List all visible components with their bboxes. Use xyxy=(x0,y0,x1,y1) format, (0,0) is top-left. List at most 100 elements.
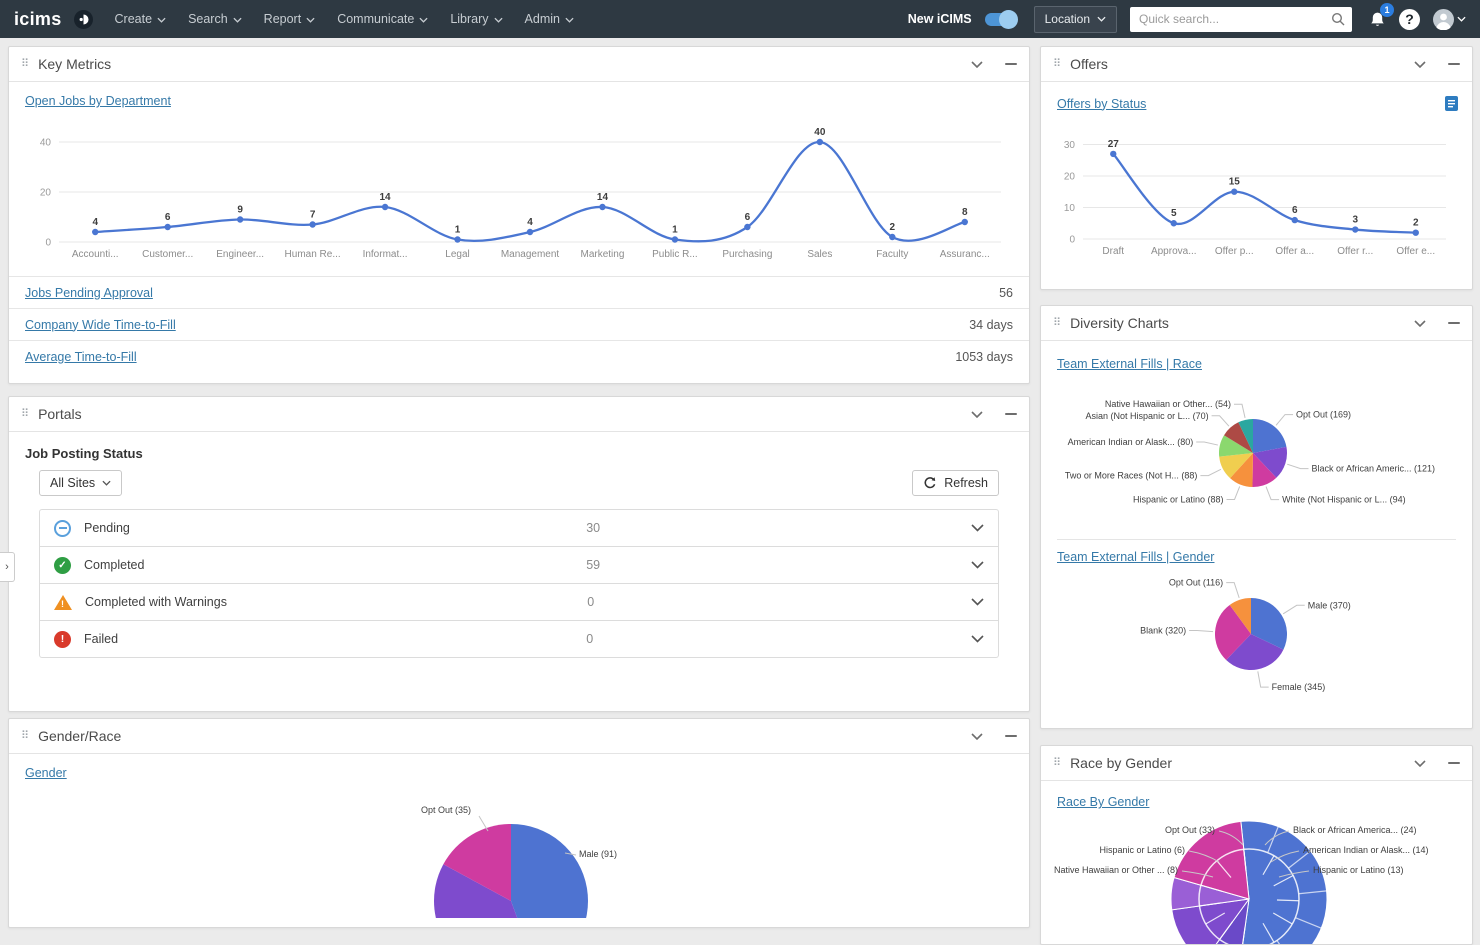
nav-menu-label: Library xyxy=(450,12,488,26)
y-tick-label: 30 xyxy=(1064,140,1076,151)
site-filter-dropdown[interactable]: All Sites xyxy=(39,470,122,496)
chevron-down-icon xyxy=(233,17,242,23)
location-dropdown[interactable]: Location xyxy=(1034,6,1117,33)
minimize-icon[interactable] xyxy=(1005,735,1017,738)
x-tick-label: Accounti... xyxy=(72,249,119,260)
drag-handle-icon[interactable] xyxy=(1053,318,1061,329)
collapse-chevron-icon[interactable] xyxy=(1414,61,1426,68)
y-tick-label: 0 xyxy=(1069,235,1075,246)
pie-leader-line xyxy=(1234,404,1245,418)
sunburst-segment xyxy=(1238,821,1327,945)
drag-handle-icon[interactable] xyxy=(21,59,29,70)
data-point xyxy=(1292,217,1298,223)
y-tick-label: 0 xyxy=(45,238,51,249)
jobs-pending-approval-link[interactable]: Jobs Pending Approval xyxy=(25,286,153,300)
pending-icon xyxy=(54,520,71,537)
average-time-to-fill-link[interactable]: Average Time-to-Fill xyxy=(25,350,137,364)
data-point xyxy=(1110,151,1116,157)
x-tick-label: Legal xyxy=(445,249,469,260)
sidebar-expand-button[interactable]: › xyxy=(0,552,15,582)
export-report-icon[interactable] xyxy=(1445,96,1458,111)
team-external-fills-gender-link[interactable]: Team External Fills | Gender xyxy=(1057,550,1214,564)
x-tick-label: Engineer... xyxy=(216,249,264,260)
drag-handle-icon[interactable] xyxy=(21,409,29,420)
data-point xyxy=(889,234,895,240)
race-pie-chart: Opt Out (169)Black or African Americ... … xyxy=(1041,375,1472,533)
status-label: Completed xyxy=(84,558,586,572)
refresh-button[interactable]: Refresh xyxy=(912,470,999,496)
search-icon[interactable] xyxy=(1331,12,1345,26)
nav-menu-report[interactable]: Report xyxy=(264,12,316,26)
nav-menu-create[interactable]: Create xyxy=(115,12,167,26)
panel-title: Portals xyxy=(38,406,82,422)
nav-menu-label: Admin xyxy=(525,12,560,26)
collapse-chevron-icon[interactable] xyxy=(971,733,983,740)
chevron-down-icon xyxy=(157,17,166,23)
expand-chevron-icon[interactable] xyxy=(971,561,984,569)
x-tick-label: Customer... xyxy=(142,249,193,260)
user-menu[interactable] xyxy=(1433,9,1466,30)
drag-handle-icon[interactable] xyxy=(1053,758,1061,769)
nav-menu-label: Search xyxy=(188,12,228,26)
minimize-icon[interactable] xyxy=(1005,413,1017,416)
collapse-chevron-icon[interactable] xyxy=(971,411,983,418)
status-count: 59 xyxy=(586,558,971,572)
status-count: 0 xyxy=(587,595,971,609)
value-label: 4 xyxy=(92,217,98,228)
collapse-chevron-icon[interactable] xyxy=(971,61,983,68)
quick-search-input[interactable] xyxy=(1137,11,1331,27)
pie-leader-line xyxy=(1258,671,1269,687)
nav-menu-library[interactable]: Library xyxy=(450,12,502,26)
value-label: 2 xyxy=(890,222,896,233)
icims-logo[interactable]: icims xyxy=(14,9,62,30)
minimize-icon[interactable] xyxy=(1448,63,1460,66)
value-label: 7 xyxy=(310,210,316,221)
dashboard-switcher-icon[interactable] xyxy=(74,10,93,29)
help-button[interactable]: ? xyxy=(1399,9,1420,30)
race-by-gender-link[interactable]: Race By Gender xyxy=(1057,795,1149,809)
data-point xyxy=(599,204,605,210)
expand-chevron-icon[interactable] xyxy=(971,598,984,606)
status-row-failed: Failed 0 xyxy=(40,620,998,657)
pie-leader-line xyxy=(1200,469,1220,475)
expand-chevron-icon[interactable] xyxy=(971,635,984,643)
pie-leader-line xyxy=(1266,487,1279,500)
nav-menu-admin[interactable]: Admin xyxy=(525,12,574,26)
company-wide-time-to-fill-link[interactable]: Company Wide Time-to-Fill xyxy=(25,318,176,332)
collapse-chevron-icon[interactable] xyxy=(1414,320,1426,327)
gender-chart-link[interactable]: Gender xyxy=(25,766,67,780)
drag-handle-icon[interactable] xyxy=(21,731,29,742)
help-label: ? xyxy=(1405,11,1414,27)
pie-label: Hispanic or Latino (88) xyxy=(1133,494,1224,504)
open-jobs-by-department-link[interactable]: Open Jobs by Department xyxy=(25,94,171,108)
minimize-icon[interactable] xyxy=(1448,322,1460,325)
metric-row: Company Wide Time-to-Fill 34 days xyxy=(9,308,1029,340)
metric-value: 34 days xyxy=(969,318,1013,332)
x-tick-label: Offer p... xyxy=(1215,246,1254,257)
team-external-fills-race-link[interactable]: Team External Fills | Race xyxy=(1057,357,1202,371)
offers-by-status-link[interactable]: Offers by Status xyxy=(1057,97,1146,111)
new-icims-toggle[interactable] xyxy=(985,13,1015,26)
data-point xyxy=(454,236,460,242)
minimize-icon[interactable] xyxy=(1448,762,1460,765)
collapse-chevron-icon[interactable] xyxy=(1414,760,1426,767)
nav-menu-communicate[interactable]: Communicate xyxy=(337,12,428,26)
nav-menu-search[interactable]: Search xyxy=(188,12,242,26)
pie-leader-line xyxy=(1189,631,1213,632)
x-tick-label: Purchasing xyxy=(722,249,772,260)
notifications-button[interactable]: 1 xyxy=(1369,10,1386,28)
expand-chevron-icon[interactable] xyxy=(971,524,984,532)
chevron-down-icon xyxy=(1097,16,1106,22)
gender-pie-chart xyxy=(9,788,1030,918)
panel-header: Race by Gender xyxy=(1041,746,1472,781)
drag-handle-icon[interactable] xyxy=(1053,59,1061,70)
value-label: 6 xyxy=(745,212,751,223)
data-point xyxy=(744,224,750,230)
status-label: Pending xyxy=(84,521,586,535)
pie-label: Asian (Not Hispanic or L... (70) xyxy=(1086,411,1209,421)
panel-title: Race by Gender xyxy=(1070,755,1172,771)
line-series xyxy=(1113,154,1416,233)
minimize-icon[interactable] xyxy=(1005,63,1017,66)
refresh-icon xyxy=(923,476,937,490)
pie-label: Two or More Races (Not H... (88) xyxy=(1065,471,1198,481)
